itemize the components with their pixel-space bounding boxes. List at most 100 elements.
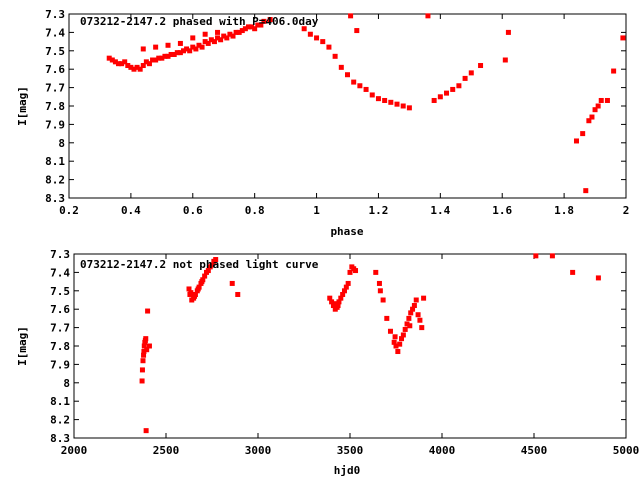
phased-y-tick-label: 7.3 bbox=[45, 8, 65, 21]
phased-data-point bbox=[109, 57, 115, 63]
phased-data-point bbox=[218, 37, 224, 43]
unphased-data-point bbox=[141, 352, 147, 358]
unphased-x-tick-label: 2000 bbox=[61, 444, 88, 457]
phased-data-point bbox=[462, 75, 468, 81]
unphased-chart-title: 073212-2147.2 not phased light curve bbox=[80, 258, 319, 271]
phased-data-point bbox=[116, 61, 122, 67]
phased-data-point bbox=[598, 97, 604, 103]
unphased-x-tick-label: 3500 bbox=[337, 444, 364, 457]
phased-data-point bbox=[314, 35, 320, 41]
unphased-data-point bbox=[335, 303, 341, 309]
phased-data-point bbox=[215, 35, 221, 41]
unphased-y-tick-label: 8.3 bbox=[50, 432, 70, 445]
phased-data-point bbox=[208, 37, 214, 43]
unphased-data-point bbox=[399, 336, 405, 342]
phased-data-point bbox=[128, 64, 134, 70]
unphased-x-tick-label: 3000 bbox=[245, 444, 272, 457]
unphased-x-tick-label: 5000 bbox=[613, 444, 640, 457]
unphased-data-point bbox=[417, 317, 423, 323]
phased-data-point bbox=[224, 35, 230, 41]
phased-data-point bbox=[211, 39, 217, 45]
phased-data-point bbox=[595, 103, 601, 109]
phased-data-point bbox=[437, 94, 443, 100]
phased-data-point bbox=[363, 86, 369, 92]
phased-data-point bbox=[106, 55, 112, 61]
phased-x-tick-label: 1.4 bbox=[430, 204, 450, 217]
phased-data-point bbox=[249, 24, 255, 30]
phased-data-point bbox=[153, 44, 159, 50]
unphased-data-point bbox=[404, 321, 410, 327]
phased-data-point bbox=[468, 70, 474, 76]
unphased-y-tick-label: 8.2 bbox=[50, 414, 70, 427]
phased-x-tick-label: 1 bbox=[313, 204, 320, 217]
phased-data-point bbox=[592, 107, 598, 113]
phased-data-point bbox=[187, 48, 193, 54]
phased-data-point bbox=[134, 64, 140, 70]
phased-data-point bbox=[425, 13, 431, 19]
unphased-data-point bbox=[380, 297, 386, 303]
phased-data-point bbox=[156, 55, 162, 61]
phased-data-point bbox=[242, 26, 248, 32]
phased-data-point bbox=[382, 97, 388, 103]
phased-data-point bbox=[345, 72, 350, 78]
phased-data-point bbox=[162, 53, 168, 59]
unphased-data-point bbox=[195, 286, 201, 292]
phased-data-point bbox=[252, 26, 258, 32]
phased-y-tick-label: 8 bbox=[58, 137, 65, 150]
phased-y-tick-label: 7.5 bbox=[45, 45, 65, 58]
phased-data-point bbox=[351, 79, 357, 85]
unphased-data-point bbox=[415, 312, 421, 318]
unphased-data-point bbox=[395, 349, 401, 355]
phased-x-tick-label: 2 bbox=[623, 204, 630, 217]
phased-data-point bbox=[583, 188, 589, 194]
unphased-data-point bbox=[329, 299, 335, 305]
unphased-data-point bbox=[377, 288, 383, 294]
phased-data-point bbox=[159, 55, 165, 61]
phased-data-point bbox=[233, 29, 239, 35]
unphased-y-tick-label: 7.3 bbox=[50, 248, 70, 261]
phased-data-point bbox=[375, 96, 381, 102]
phased-data-point bbox=[348, 13, 354, 19]
phased-data-point bbox=[150, 57, 156, 63]
unphased-y-tick-label: 8 bbox=[63, 377, 70, 390]
unphased-y-axis-label: I[mag] bbox=[16, 326, 29, 366]
phased-data-point bbox=[140, 63, 146, 69]
unphased-data-point bbox=[145, 308, 151, 314]
phased-y-tick-label: 7.4 bbox=[45, 26, 65, 39]
phased-data-point bbox=[112, 59, 118, 65]
unphased-data-point bbox=[141, 343, 147, 349]
phased-data-point bbox=[444, 90, 450, 96]
unphased-data-point bbox=[410, 306, 416, 312]
phased-data-point bbox=[450, 86, 456, 92]
unphased-data-point bbox=[199, 279, 205, 285]
phased-y-tick-label: 8.2 bbox=[45, 174, 65, 187]
phased-x-tick-label: 0.4 bbox=[121, 204, 141, 217]
unphased-x-tick-label: 2500 bbox=[153, 444, 180, 457]
phased-data-point bbox=[190, 35, 196, 41]
phased-data-point bbox=[143, 59, 149, 65]
unphased-data-point bbox=[406, 315, 412, 321]
unphased-data-point bbox=[407, 323, 413, 329]
phased-data-point bbox=[165, 42, 171, 48]
unphased-data-point bbox=[387, 328, 393, 334]
phased-data-point bbox=[261, 18, 267, 24]
phased-data-point bbox=[255, 22, 261, 28]
unphased-data-point bbox=[419, 325, 425, 331]
phased-data-point bbox=[171, 51, 177, 57]
unphased-data-point bbox=[143, 428, 149, 434]
phased-data-point bbox=[332, 53, 338, 59]
unphased-data-point bbox=[345, 280, 351, 286]
unphased-data-point bbox=[188, 290, 194, 296]
phased-data-point bbox=[258, 22, 264, 28]
phased-x-tick-label: 1.6 bbox=[492, 204, 512, 217]
phased-light-curve-panel: phase I[mag] 0.2 0.4 0.6 0.8 1 1.2 1.4 1.6 1.8 2 7… bbox=[16, 8, 629, 238]
unphased-data-point bbox=[139, 378, 145, 384]
unphased-data-point bbox=[205, 268, 211, 274]
phased-y-tick-label: 7.9 bbox=[45, 118, 65, 131]
phased-data-point bbox=[620, 35, 626, 41]
phased-x-tick-label: 0.8 bbox=[245, 204, 265, 217]
phased-data-point bbox=[153, 57, 159, 63]
phased-x-tick-label: 0.6 bbox=[183, 204, 203, 217]
unphased-y-tick-label: 7.9 bbox=[50, 358, 70, 371]
phased-data-point bbox=[505, 29, 511, 35]
